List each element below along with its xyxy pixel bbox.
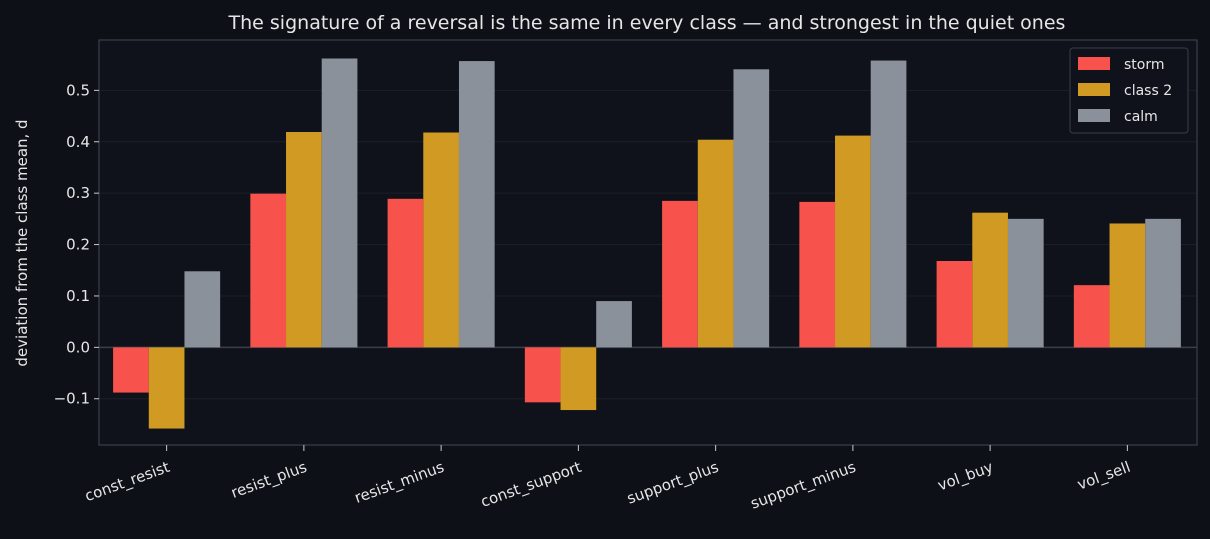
bar-calm-resist_minus — [458, 61, 495, 348]
bar-storm-resist_minus — [387, 198, 424, 348]
bar-storm-const_support — [524, 347, 561, 403]
bar-storm-resist_plus — [250, 193, 287, 348]
y-tick-label: 0.4 — [66, 133, 90, 151]
bar-class-2-support_plus — [697, 139, 734, 348]
bar-calm-vol_buy — [1007, 218, 1044, 348]
bar-calm-const_support — [596, 301, 632, 348]
bar-calm-support_plus — [733, 69, 770, 348]
y-tick-label: 0.2 — [66, 236, 90, 254]
y-axis-label: deviation from the class mean, d — [13, 119, 31, 366]
bar-storm-vol_buy — [936, 261, 973, 348]
y-tick-label: 0.5 — [66, 81, 90, 99]
bar-storm-vol_sell — [1073, 285, 1110, 348]
y-tick-label: 0.1 — [66, 287, 90, 305]
bars-group — [113, 58, 1181, 429]
bar-storm-support_minus — [799, 201, 836, 348]
y-tick-label: −0.1 — [54, 390, 90, 408]
bar-class-2-resist_plus — [286, 131, 322, 348]
bar-calm-support_minus — [870, 60, 907, 348]
bar-class-2-const_resist — [148, 347, 185, 429]
legend-swatch-class-2 — [1078, 83, 1110, 96]
legend: storm class 2 calm — [1069, 47, 1189, 134]
y-axis-ticks: −0.1 0.0 0.1 0.2 0.3 0.4 0.5 — [54, 81, 99, 408]
legend-label: class 2 — [1124, 83, 1172, 99]
plot-frame — [98, 39, 1198, 446]
bar-class-2-resist_minus — [423, 132, 459, 348]
bar-class-2-vol_sell — [1109, 223, 1146, 348]
legend-label: calm — [1124, 109, 1158, 125]
bar-class-2-vol_buy — [972, 212, 1008, 348]
bar-storm-const_resist — [113, 347, 149, 393]
bar-class-2-const_support — [560, 347, 597, 411]
legend-swatch-calm — [1078, 109, 1110, 122]
legend-label: storm — [1124, 57, 1165, 73]
bar-calm-resist_plus — [321, 58, 358, 348]
bar-calm-vol_sell — [1145, 218, 1181, 348]
bar-storm-support_plus — [662, 200, 698, 348]
bar-class-2-support_minus — [835, 135, 871, 348]
y-tick-label: 0.0 — [66, 338, 90, 356]
y-tick-label: 0.3 — [66, 184, 90, 202]
chart-title: The signature of a reversal is the same … — [228, 12, 1066, 34]
bar-calm-const_resist — [184, 271, 221, 348]
legend-swatch-storm — [1078, 57, 1110, 70]
